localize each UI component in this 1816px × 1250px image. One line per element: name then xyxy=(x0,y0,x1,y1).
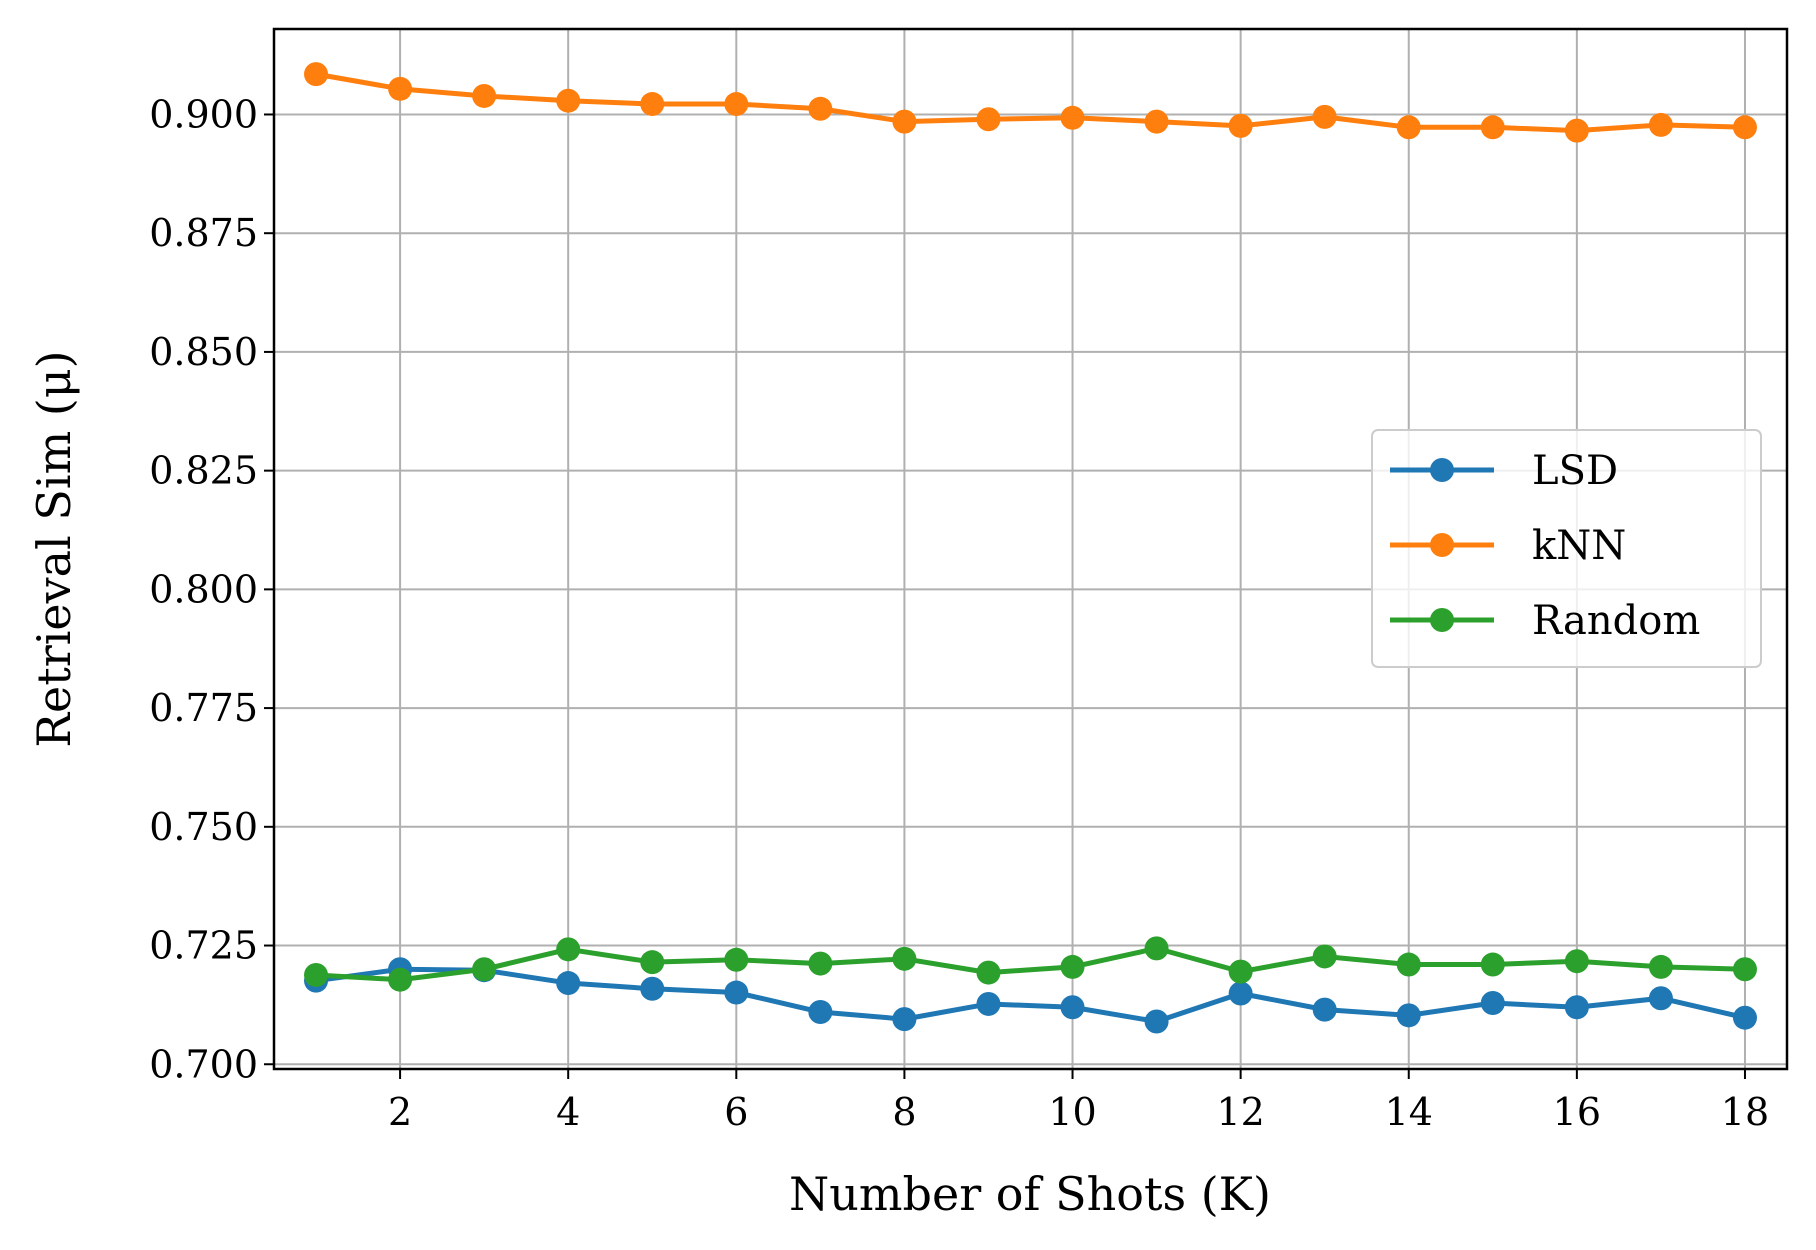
x-tick-label: 16 xyxy=(1553,1090,1601,1134)
data-point xyxy=(724,947,749,972)
data-point xyxy=(724,92,749,117)
data-point xyxy=(892,946,917,971)
series-knn xyxy=(304,62,1757,143)
y-tick-label: 0.700 xyxy=(149,1042,258,1086)
data-point xyxy=(640,976,665,1001)
data-point xyxy=(1060,105,1085,130)
data-point xyxy=(1396,952,1421,977)
y-tick-label: 0.725 xyxy=(149,924,258,968)
data-point xyxy=(556,971,581,996)
data-point xyxy=(1144,109,1169,134)
data-point xyxy=(1396,115,1421,140)
data-point xyxy=(640,92,665,117)
x-tick-label: 2 xyxy=(388,1090,412,1134)
legend-marker xyxy=(1430,608,1454,632)
x-tick-label: 14 xyxy=(1385,1090,1433,1134)
y-tick-label: 0.775 xyxy=(149,686,258,730)
y-axis-label: Retrieval Sim (μ) xyxy=(27,350,81,747)
data-point xyxy=(304,62,329,87)
data-point xyxy=(808,96,833,121)
series-line xyxy=(315,71,1746,134)
series-line xyxy=(315,945,1746,983)
data-point xyxy=(808,951,833,976)
data-point xyxy=(1312,104,1337,129)
data-point xyxy=(1480,115,1505,140)
data-point xyxy=(388,76,413,101)
legend-label: Random xyxy=(1532,598,1700,644)
x-tick-label: 4 xyxy=(556,1090,580,1134)
y-axis: 0.700 0.725 0.750 0.775 0.800 0.825 0.850 0.875… xyxy=(149,92,274,1086)
data-point xyxy=(1060,954,1085,979)
data-point xyxy=(472,83,497,108)
data-point xyxy=(556,88,581,113)
data-point xyxy=(1228,113,1253,138)
data-point xyxy=(808,1000,833,1025)
data-point xyxy=(1228,981,1253,1006)
x-axis: 2 4 6 8 10 12 14 16 18 xyxy=(388,1069,1769,1134)
y-tick-label: 0.825 xyxy=(149,449,258,493)
legend: LSD kNN Random xyxy=(1371,429,1762,668)
x-tick-label: 18 xyxy=(1721,1090,1769,1134)
x-tick-label: 6 xyxy=(724,1090,748,1134)
data-point xyxy=(556,937,581,962)
data-point xyxy=(1648,112,1673,137)
data-point xyxy=(724,980,749,1005)
data-point xyxy=(304,962,329,987)
data-point xyxy=(1732,957,1757,982)
data-point xyxy=(976,107,1001,132)
y-tick-label: 0.900 xyxy=(149,92,258,136)
x-axis-label: Number of Shots (K) xyxy=(789,1167,1271,1221)
series-line xyxy=(315,966,1746,1025)
legend-marker xyxy=(1430,458,1454,482)
legend-label: LSD xyxy=(1532,448,1618,494)
plot-frame xyxy=(272,27,1789,1071)
series-layer xyxy=(304,62,1757,1034)
x-tick-label: 12 xyxy=(1216,1090,1264,1134)
legend-box xyxy=(1371,429,1762,668)
data-point xyxy=(892,109,917,134)
y-tick-label: 0.750 xyxy=(149,805,258,849)
x-tick-label: 8 xyxy=(892,1090,916,1134)
data-point xyxy=(1144,1009,1169,1034)
data-point xyxy=(1312,944,1337,969)
series-random xyxy=(304,936,1757,992)
data-point xyxy=(1480,990,1505,1015)
data-point xyxy=(1732,1005,1757,1030)
data-point xyxy=(976,991,1001,1016)
data-point xyxy=(1480,952,1505,977)
data-point xyxy=(388,967,413,992)
data-point xyxy=(1732,115,1757,140)
data-point xyxy=(472,957,497,982)
data-point xyxy=(1060,995,1085,1020)
data-point xyxy=(1144,936,1169,961)
data-point xyxy=(976,960,1001,985)
data-point xyxy=(892,1007,917,1032)
data-point xyxy=(1648,954,1673,979)
data-point xyxy=(1564,949,1589,974)
data-point xyxy=(640,950,665,975)
data-point xyxy=(1564,118,1589,143)
legend-marker xyxy=(1430,533,1454,557)
data-point xyxy=(1396,1003,1421,1028)
y-tick-label: 0.850 xyxy=(149,330,258,374)
legend-label: kNN xyxy=(1532,523,1626,569)
data-point xyxy=(1312,997,1337,1022)
data-point xyxy=(1228,959,1253,984)
y-tick-label: 0.875 xyxy=(149,211,258,255)
y-tick-label: 0.800 xyxy=(149,567,258,611)
x-tick-label: 10 xyxy=(1048,1090,1096,1134)
data-point xyxy=(1564,995,1589,1020)
data-point xyxy=(1648,986,1673,1011)
